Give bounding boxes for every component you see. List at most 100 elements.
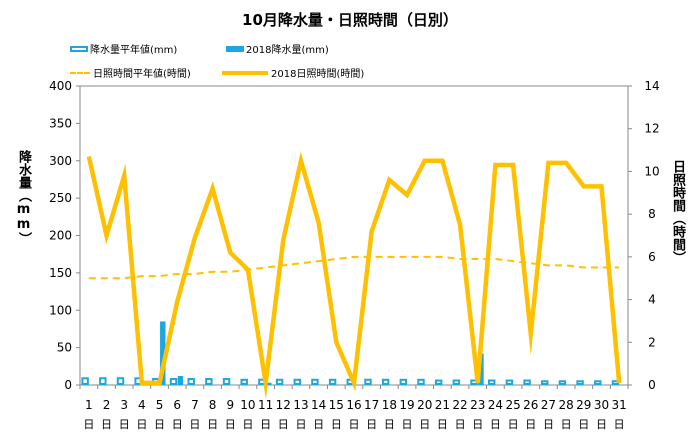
x-unit-label: 日 <box>242 418 253 431</box>
bar-precip-normal <box>381 378 390 385</box>
x-unit-label: 日 <box>472 418 483 431</box>
bar-precip-normal <box>487 379 496 386</box>
legend-sun-normal-swatch <box>70 71 90 74</box>
x-tick-label: 19 <box>399 398 414 412</box>
y-left-tick-label: 0 <box>64 378 72 392</box>
line-sun-2018 <box>86 151 622 400</box>
y-right-tick-label: 8 <box>648 207 656 221</box>
x-unit-label: 日 <box>154 418 165 431</box>
bar-precip-normal <box>169 378 178 385</box>
x-unit-label: 日 <box>402 418 413 431</box>
bar-precip-normal <box>81 377 89 385</box>
x-tick-label: 15 <box>329 398 344 412</box>
bar-precip-normal <box>275 378 284 385</box>
legend-sun-2018-swatch <box>222 70 268 75</box>
bar-precip-normal <box>541 380 549 386</box>
bar-precip-normal <box>576 380 584 386</box>
legend-precip-normal-label: 降水量平年値(mm) <box>90 45 178 56</box>
y-left-tick-label: 250 <box>49 191 72 205</box>
x-unit-label: 日 <box>225 418 236 431</box>
bar-precip-2018 <box>266 382 272 385</box>
x-unit-label: 日 <box>437 418 448 431</box>
legend-precip-2018-label: 2018降水量(mm) <box>246 45 329 56</box>
x-tick-label: 20 <box>417 398 432 412</box>
bar-precip-normal <box>558 380 567 386</box>
x-unit-label: 日 <box>419 418 430 431</box>
y-right-tick-label: 4 <box>648 293 656 307</box>
chart-title: 10月降水量・日照時間（日別） <box>242 11 458 29</box>
bar-precip-normal <box>311 378 319 385</box>
bar-precip-normal <box>116 377 125 385</box>
x-tick-label: 8 <box>209 398 217 412</box>
bar-precip-2018 <box>160 321 166 385</box>
x-unit-label: 日 <box>543 418 554 431</box>
x-unit-label: 日 <box>561 418 572 431</box>
y-right-tick-label: 14 <box>644 79 659 93</box>
x-unit-label: 日 <box>614 418 625 431</box>
x-tick-label: 6 <box>173 398 181 412</box>
line-sun-normal <box>88 255 620 280</box>
y-left-tick-label: 400 <box>49 79 72 93</box>
bar-precip-normal <box>240 378 248 385</box>
x-tick-label: 27 <box>541 398 556 412</box>
y-right-tick-label: 2 <box>648 335 656 349</box>
y-left-tick-label: 350 <box>49 116 72 130</box>
bar-precip-normal <box>328 378 337 385</box>
legend-sun-normal-label: 日照時間平年値(時間) <box>93 69 191 80</box>
x-tick-label: 12 <box>276 398 291 412</box>
x-tick-label: 10 <box>240 398 255 412</box>
x-tick-label: 3 <box>120 398 128 412</box>
bar-precip-normal <box>523 379 531 386</box>
x-unit-label: 日 <box>207 418 218 431</box>
bar-precip-normal <box>452 379 461 386</box>
x-tick-label: 25 <box>505 398 520 412</box>
bar-precip-normal <box>434 379 443 386</box>
y-left-tick-label: 300 <box>49 154 72 168</box>
y-left-tick-label: 150 <box>49 266 72 280</box>
bar-precip-normal <box>364 378 372 385</box>
x-unit-label: 日 <box>313 418 324 431</box>
y-left-tick-label: 50 <box>57 341 72 355</box>
bar-precip-normal <box>293 378 301 385</box>
y-right-tick-label: 10 <box>644 164 659 178</box>
x-unit-label: 日 <box>331 418 342 431</box>
x-tick-label: 23 <box>470 398 485 412</box>
x-tick-label: 22 <box>452 398 467 412</box>
x-unit-label: 日 <box>83 418 94 431</box>
bar-precip-normal <box>417 378 425 385</box>
x-tick-label: 16 <box>346 398 361 412</box>
y-right-tick-label: 6 <box>648 250 656 264</box>
x-unit-label: 日 <box>384 418 395 431</box>
legend-precip-2018-swatch <box>226 45 244 52</box>
x-tick-label: 5 <box>156 398 164 412</box>
x-tick-label: 30 <box>594 398 609 412</box>
x-tick-label: 7 <box>191 398 199 412</box>
legend-precip-normal: 降水量平年値(mm) <box>70 41 177 56</box>
x-tick-label: 1 <box>85 398 93 412</box>
x-unit-label: 日 <box>596 418 607 431</box>
bar-precip-normal <box>187 378 195 385</box>
x-unit-label: 日 <box>525 418 536 431</box>
legend-sun-2018-label: 2018日照時間(時間) <box>271 69 365 80</box>
x-unit-label: 日 <box>136 418 147 431</box>
x-tick-label: 9 <box>226 398 234 412</box>
x-unit-label: 日 <box>172 418 183 431</box>
bar-precip-normal <box>99 377 107 385</box>
x-unit-label: 日 <box>189 418 200 431</box>
x-unit-label: 日 <box>578 418 589 431</box>
x-tick-label: 21 <box>435 398 450 412</box>
x-unit-label: 日 <box>349 418 360 431</box>
legend-sun-normal: 日照時間平年値(時間) <box>70 65 191 80</box>
bar-precip-2018 <box>177 376 184 385</box>
x-tick-label: 18 <box>382 398 397 412</box>
bar-precip-normal <box>505 379 514 386</box>
x-tick-label: 13 <box>293 398 308 412</box>
y-right-tick-label: 12 <box>644 122 659 136</box>
bar-precip-normal <box>222 378 231 385</box>
x-tick-label: 24 <box>488 398 503 412</box>
x-tick-label: 11 <box>258 398 273 412</box>
x-tick-label: 17 <box>364 398 379 412</box>
y-axis-right-label: 日照時間（時間） <box>670 160 685 264</box>
y-left-tick-label: 200 <box>49 229 72 243</box>
